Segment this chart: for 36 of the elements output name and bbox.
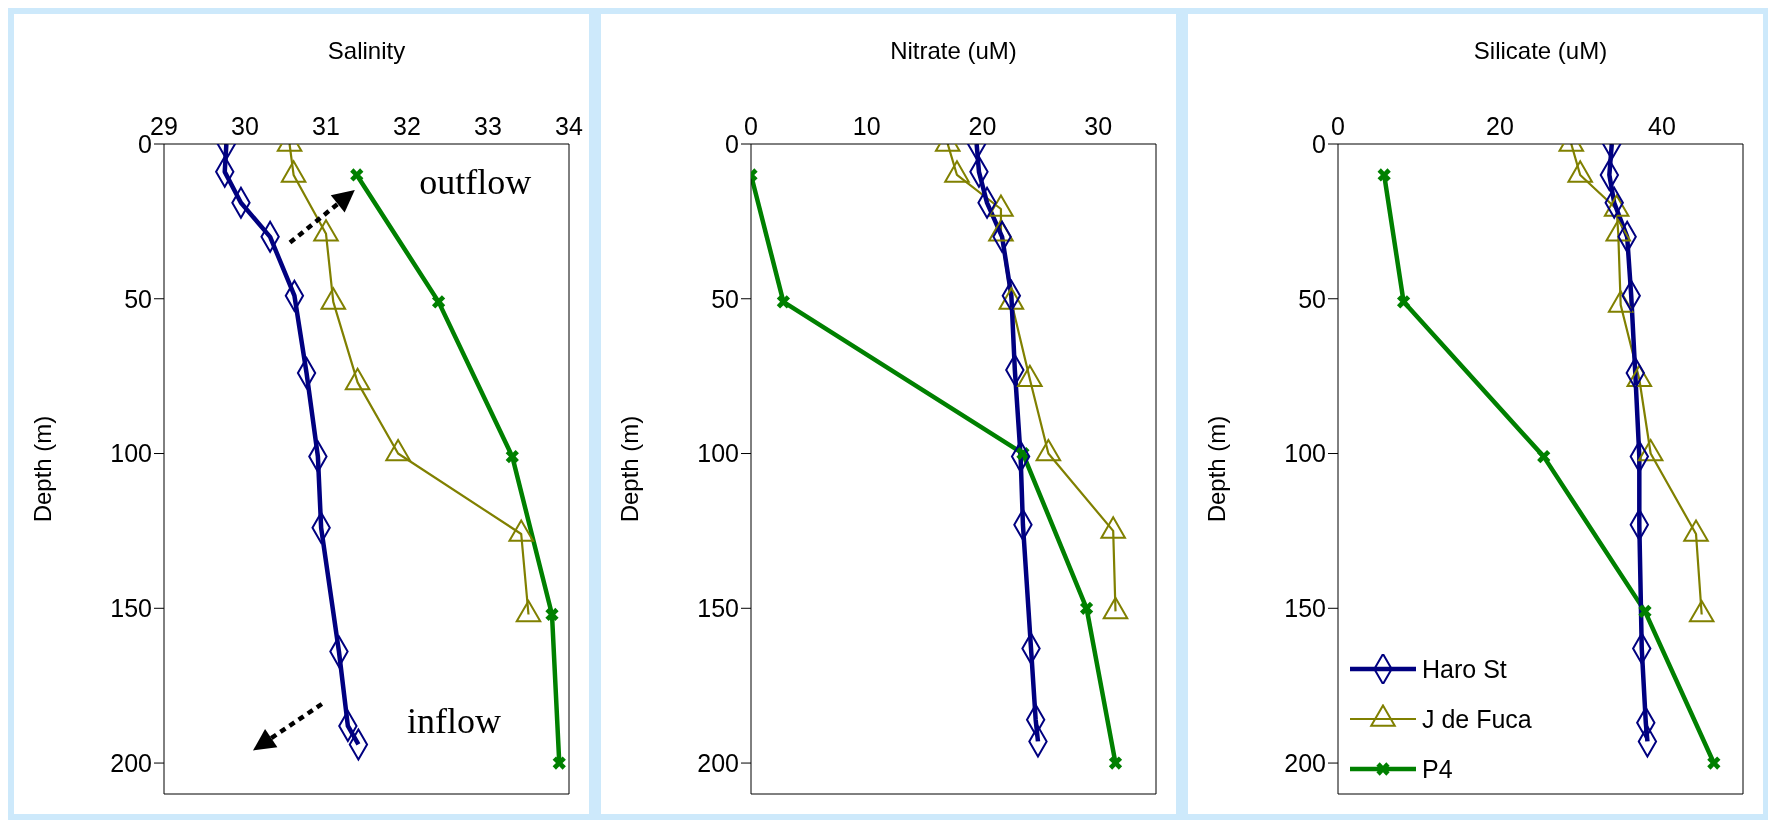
y-axis-title: Depth (m) bbox=[1202, 415, 1230, 523]
y-tick-label: 100 bbox=[110, 439, 152, 468]
x-tick-label: 40 bbox=[1648, 112, 1676, 140]
y-axis-title: Depth (m) bbox=[28, 415, 56, 523]
x-axis-title: Salinity bbox=[327, 37, 406, 65]
x-tick-label: 33 bbox=[474, 112, 502, 140]
legend-label: Haro St bbox=[1422, 654, 1507, 684]
x-tick-label: 20 bbox=[1486, 112, 1514, 140]
legend-label: P4 bbox=[1422, 754, 1453, 784]
y-tick-label: 150 bbox=[697, 594, 739, 623]
y-tick-label: 50 bbox=[1298, 284, 1326, 313]
x-axis-title: Nitrate (uM) bbox=[890, 37, 1017, 65]
y-tick-label: 200 bbox=[1284, 748, 1326, 777]
x-tick-label: 10 bbox=[852, 112, 881, 140]
y-tick-label: 100 bbox=[697, 439, 739, 468]
y-tick-label: 200 bbox=[110, 748, 152, 777]
y-tick-label: 50 bbox=[124, 284, 152, 313]
x-tick-label: 32 bbox=[393, 112, 421, 140]
legend-label: J de Fuca bbox=[1422, 704, 1532, 734]
x-tick-label: 30 bbox=[1084, 112, 1113, 140]
annotation: outflow bbox=[419, 162, 532, 203]
y-tick-label: 50 bbox=[711, 284, 739, 313]
x-tick-label: 34 bbox=[555, 112, 583, 140]
x-tick-label: 20 bbox=[968, 112, 997, 140]
y-tick-label: 150 bbox=[1284, 594, 1326, 623]
x-tick-label: 0 bbox=[744, 112, 758, 140]
annotation: inflow bbox=[407, 700, 501, 741]
x-tick-label: 31 bbox=[312, 112, 340, 140]
y-axis-title: Depth (m) bbox=[615, 415, 643, 523]
x-tick-label: 30 bbox=[231, 112, 259, 140]
x-tick-label: 0 bbox=[1331, 112, 1345, 140]
x-tick-label: 29 bbox=[150, 112, 178, 140]
y-tick-label: 100 bbox=[1284, 439, 1326, 468]
y-tick-label: 150 bbox=[110, 594, 152, 623]
x-axis-title: Silicate (uM) bbox=[1473, 37, 1608, 65]
y-tick-label: 200 bbox=[697, 748, 739, 777]
